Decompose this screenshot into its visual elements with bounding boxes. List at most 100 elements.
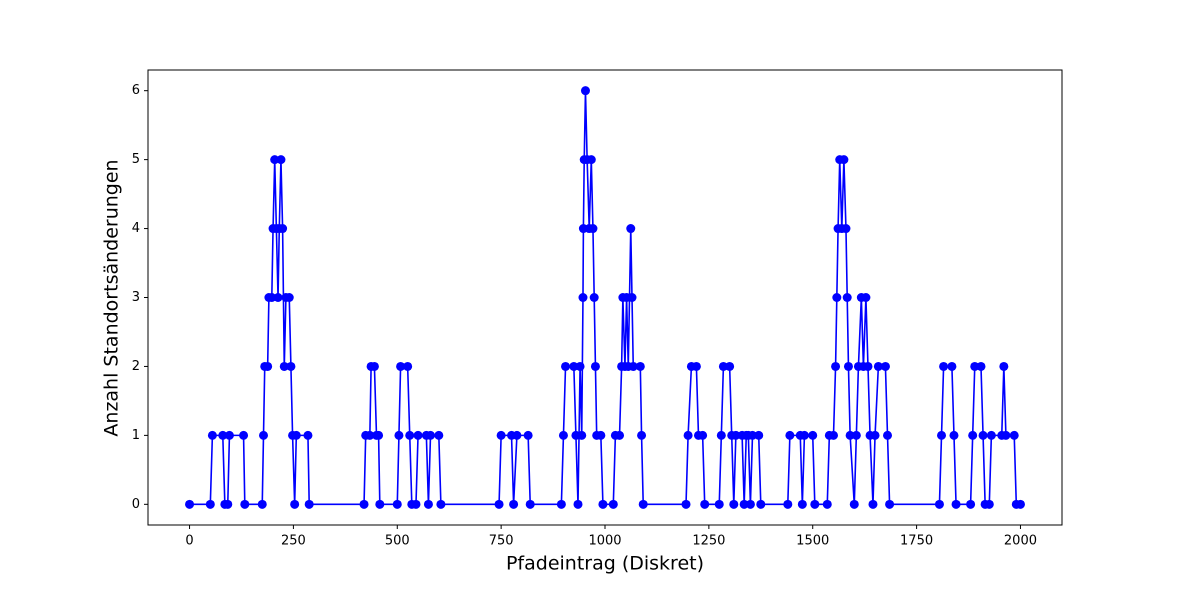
- data-point: [978, 430, 988, 440]
- data-point: [436, 499, 446, 509]
- data-point: [273, 293, 283, 302]
- data-point: [843, 361, 853, 371]
- data-point: [691, 361, 701, 371]
- data-point: [949, 430, 959, 440]
- data-point: [284, 293, 294, 302]
- x-tick-label: 1250: [692, 534, 725, 549]
- data-point: [218, 430, 228, 440]
- data-point: [861, 293, 871, 302]
- data-point: [747, 430, 757, 440]
- data-point: [411, 499, 421, 509]
- data-point: [586, 155, 596, 165]
- x-tick-label: 250: [281, 534, 306, 549]
- data-point: [681, 499, 691, 509]
- data-point: [756, 499, 766, 509]
- data-point: [783, 499, 793, 509]
- y-tick-label: 3: [132, 290, 140, 305]
- data-point: [257, 499, 267, 509]
- data-point: [832, 293, 842, 302]
- data-point: [714, 499, 724, 509]
- data-point: [851, 430, 861, 440]
- data-point: [986, 430, 996, 440]
- data-point: [976, 361, 986, 371]
- data-point: [718, 361, 728, 371]
- y-tick-label: 0: [132, 497, 140, 512]
- data-point: [745, 499, 755, 509]
- data-point: [304, 499, 314, 509]
- data-point: [626, 224, 636, 234]
- data-point: [263, 361, 273, 371]
- x-axis-label: Pfadeintrag (Diskret): [506, 553, 704, 575]
- y-tick-label: 1: [132, 428, 140, 443]
- data-point: [797, 499, 807, 509]
- data-point: [598, 499, 608, 509]
- data-point: [525, 499, 535, 509]
- data-point: [223, 499, 233, 509]
- data-point: [573, 499, 583, 509]
- data-point: [396, 361, 406, 371]
- y-tick-label: 2: [132, 359, 140, 374]
- data-point: [937, 430, 947, 440]
- x-tick-label: 1500: [796, 534, 829, 549]
- data-point: [276, 155, 286, 165]
- data-point: [970, 361, 980, 371]
- data-point: [279, 361, 289, 371]
- data-point: [951, 499, 961, 509]
- data-point: [278, 224, 288, 234]
- data-point: [239, 430, 249, 440]
- data-point: [870, 430, 880, 440]
- data-point: [849, 499, 859, 509]
- data-point: [496, 430, 506, 440]
- data-point: [831, 361, 841, 371]
- data-point: [999, 361, 1009, 371]
- data-point: [375, 499, 385, 509]
- y-tick-label: 5: [132, 152, 140, 167]
- data-point: [405, 430, 415, 440]
- data-point: [558, 430, 568, 440]
- data-point: [628, 361, 638, 371]
- data-point: [883, 430, 893, 440]
- data-point: [426, 430, 436, 440]
- data-point: [868, 499, 878, 509]
- x-tick-label: 750: [489, 534, 514, 549]
- data-point: [374, 430, 384, 440]
- x-tick-label: 1750: [900, 534, 933, 549]
- data-point: [403, 361, 413, 371]
- data-point: [725, 361, 735, 371]
- data-point: [205, 499, 215, 509]
- x-tick-label: 2000: [1004, 534, 1037, 549]
- data-point: [627, 293, 637, 302]
- data-point: [270, 155, 280, 165]
- data-point: [359, 499, 369, 509]
- data-point: [615, 430, 625, 440]
- y-tick-label: 6: [132, 83, 140, 98]
- data-point: [394, 430, 404, 440]
- data-point: [863, 361, 873, 371]
- data-point: [635, 361, 645, 371]
- data-point: [638, 499, 648, 509]
- data-point: [1009, 430, 1019, 440]
- data-point: [729, 499, 739, 509]
- plot-frame: [147, 69, 1063, 526]
- data-point: [885, 499, 895, 509]
- data-point: [934, 499, 944, 509]
- data-point: [841, 224, 851, 234]
- data-point: [700, 499, 710, 509]
- data-point: [494, 499, 504, 509]
- data-point: [290, 499, 300, 509]
- data-point: [947, 361, 957, 371]
- data-point: [822, 499, 832, 509]
- data-point: [575, 361, 585, 371]
- data-point: [291, 430, 301, 440]
- data-point: [984, 499, 994, 509]
- data-point: [808, 430, 818, 440]
- data-point: [1015, 499, 1025, 509]
- data-point: [880, 361, 890, 371]
- data-point: [423, 499, 433, 509]
- data-point: [224, 430, 234, 440]
- data-point: [966, 499, 976, 509]
- data-point: [637, 430, 647, 440]
- data-point: [731, 430, 741, 440]
- data-point: [267, 293, 277, 302]
